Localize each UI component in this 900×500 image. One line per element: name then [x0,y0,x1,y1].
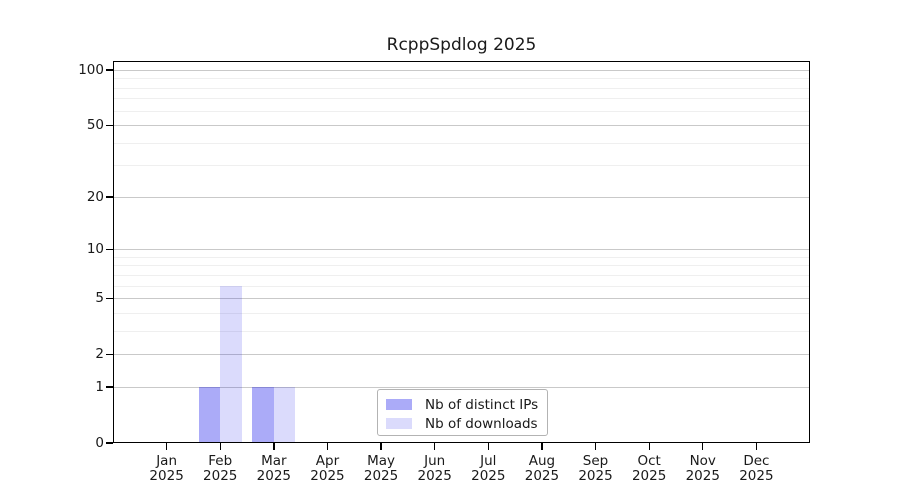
y-tick-label: 0 [95,435,104,451]
x-tick-month: Sep [582,453,609,469]
y-tick-mark [106,442,113,444]
x-tick-month: Jan [156,453,178,469]
minor-gridline [113,274,810,276]
x-tick-month: Apr [315,453,340,469]
minor-gridline [113,142,810,144]
y-tick-mark [106,69,113,71]
x-tick-year: 2025 [631,468,667,484]
x-tick-month: Oct [637,453,661,469]
x-tick-mark [380,443,382,450]
x-tick-label: Sep 2025 [568,454,624,484]
x-tick-year: 2025 [363,468,399,484]
major-gridline [113,354,810,356]
y-tick-mark [106,196,113,198]
y-tick-label: 10 [86,241,104,258]
bar-downloads [273,386,296,443]
x-tick-year: 2025 [203,468,238,484]
minor-gridline [113,98,810,100]
legend-entry-distinct-ips: Nb of distinct IPs [386,395,547,414]
y-tick-mark [106,353,113,355]
x-tick-label: Mar 2025 [246,454,302,484]
chart-title: RcppSpdlog 2025 [386,35,537,55]
x-tick-label: May 2025 [353,454,409,484]
bar-distinct-ips [198,386,221,443]
x-tick-month: Nov [689,453,716,469]
x-tick-label: Oct 2025 [621,454,677,484]
major-gridline [113,249,810,251]
x-tick-label: Nov 2025 [675,454,731,484]
y-tick-label: 5 [95,290,104,307]
minor-gridline [113,165,810,167]
y-tick-mark [106,124,113,126]
x-tick-label: Apr 2025 [299,454,355,484]
major-gridline [113,196,810,198]
x-tick-year: 2025 [524,468,560,484]
minor-gridline [113,330,810,332]
major-gridline [113,125,810,127]
minor-gridline [113,285,810,287]
x-tick-mark [326,443,329,450]
minor-gridline [113,78,810,80]
y-tick-mark [106,297,113,299]
plot-area [113,61,810,443]
minor-gridline [113,265,810,267]
x-tick-label: Jan 2025 [139,454,195,484]
x-tick-mark [702,443,704,450]
x-tick-mark [594,443,597,450]
x-tick-mark [434,443,436,450]
minor-gridline [113,312,810,314]
x-tick-mark [487,443,489,450]
x-tick-mark [273,443,275,450]
y-tick-mark [106,248,113,250]
x-tick-year: 2025 [149,468,184,484]
x-tick-month: Jul [480,453,497,469]
x-tick-month: May [367,453,396,469]
bar-downloads [220,285,242,443]
y-tick-label: 2 [95,346,104,363]
x-tick-mark [541,443,543,450]
legend-label-downloads: Nb of downloads [425,415,538,432]
legend-swatch-distinct-ips [386,399,412,410]
y-tick-label: 50 [86,117,104,134]
x-tick-year: 2025 [578,468,613,484]
x-tick-year: 2025 [471,468,506,484]
legend-entry-downloads: Nb of downloads [386,414,547,433]
x-tick-year: 2025 [739,468,774,484]
y-tick-mark [106,386,113,388]
legend: Nb of distinct IPs Nb of downloads [377,389,548,436]
x-tick-mark [648,443,650,450]
y-tick-label: 100 [78,62,104,78]
major-gridline [113,70,810,71]
minor-gridline [113,110,810,112]
major-gridline [113,298,810,300]
x-tick-month: Jun [424,453,446,469]
bar-distinct-ips [252,386,274,443]
y-tick-label: 1 [95,378,104,395]
x-tick-mark [219,443,221,450]
x-tick-year: 2025 [685,468,720,484]
x-tick-mark [166,443,168,450]
minor-gridline [113,87,810,89]
x-tick-label: Dec 2025 [728,454,784,484]
major-gridline [113,386,810,388]
x-tick-month: Mar [261,453,287,469]
x-tick-label: Jun 2025 [407,454,463,484]
legend-swatch-downloads [386,418,412,429]
x-tick-year: 2025 [256,468,292,484]
x-tick-month: Feb [208,453,233,469]
x-tick-mark [755,443,758,450]
x-tick-month: Dec [743,453,770,469]
legend-label-distinct-ips: Nb of distinct IPs [425,396,539,413]
y-tick-label: 20 [86,188,104,205]
x-tick-month: Aug [528,453,556,469]
minor-gridline [113,256,810,258]
x-tick-label: Jul 2025 [460,454,516,484]
x-tick-label: Feb 2025 [192,454,248,484]
x-tick-year: 2025 [310,468,345,484]
x-tick-year: 2025 [417,468,452,484]
x-tick-label: Aug 2025 [514,454,570,484]
